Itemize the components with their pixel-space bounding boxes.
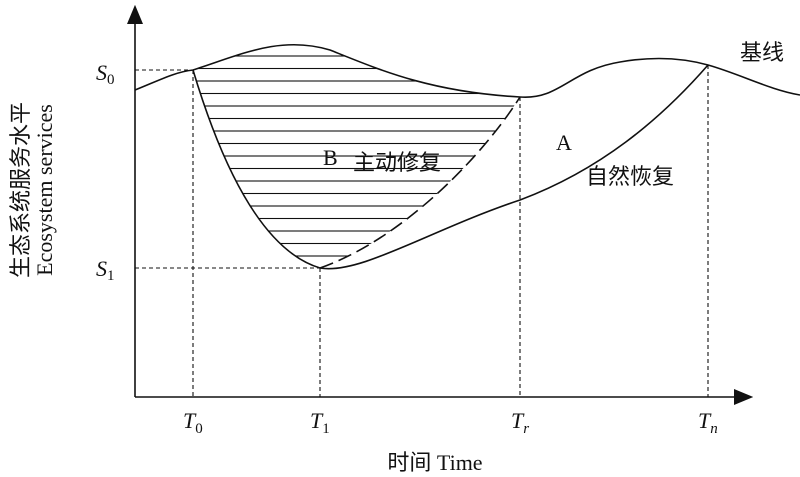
x-tick-label: T0 bbox=[183, 408, 203, 437]
y-tick-label: S1 bbox=[96, 256, 115, 284]
x-axis-label: 时间 Time bbox=[387, 450, 482, 475]
y-tick-label: S0 bbox=[96, 60, 115, 88]
y-axis-label: 生态系统服务水平 bbox=[8, 102, 33, 278]
hatched-area bbox=[193, 44, 520, 268]
guide-lines bbox=[135, 65, 709, 397]
curve-letter: A bbox=[556, 130, 572, 155]
baseline-curve bbox=[134, 43, 800, 98]
curve-letter: B bbox=[323, 145, 338, 170]
x-tick-label: Tn bbox=[698, 408, 718, 437]
curve-label: 自然恢复 bbox=[586, 164, 674, 189]
y-axis-label: Ecosystem services bbox=[32, 104, 57, 276]
baseline-label: 基线 bbox=[740, 40, 784, 65]
natural-recovery-curve bbox=[192, 64, 709, 270]
active-restoration-curve bbox=[319, 96, 521, 269]
curve-label: 主动修复 bbox=[353, 150, 441, 175]
x-tick-label: Tr bbox=[511, 408, 529, 437]
x-tick-label: T1 bbox=[310, 408, 330, 437]
